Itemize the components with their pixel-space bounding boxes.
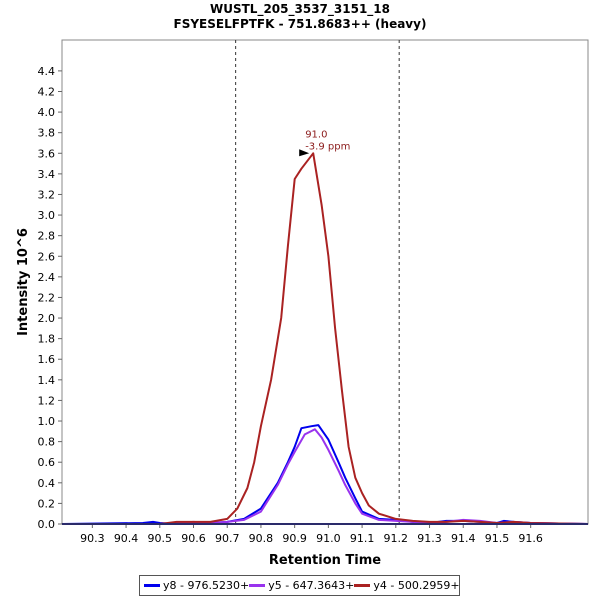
y-tick-label: 2.0	[38, 312, 56, 325]
peak-annotation: -3.9 ppm	[305, 141, 350, 152]
peak-marker	[299, 149, 310, 157]
series-line	[62, 152, 589, 525]
x-tick-label: 91.5	[485, 532, 510, 545]
x-tick-label: 91.0	[316, 532, 341, 545]
legend-swatch	[354, 584, 371, 587]
legend-label: y4 - 500.2959+	[373, 579, 460, 592]
x-tick-label: 90.3	[80, 532, 105, 545]
y-tick-label: 1.0	[38, 415, 56, 428]
y-tick-label: 0.6	[38, 456, 56, 469]
plot-frame	[61, 39, 589, 525]
y-tick-label: 1.2	[38, 394, 56, 407]
legend-item: y5 - 647.3643+	[249, 579, 354, 592]
x-tick-label: 91.1	[350, 532, 375, 545]
chart-legend: y8 - 976.5230+ y5 - 647.3643+ y4 - 500.295…	[139, 575, 460, 596]
series-line	[61, 424, 589, 525]
legend-label: y8 - 976.5230+	[163, 579, 250, 592]
x-axis-label: Retention Time	[269, 553, 381, 568]
y-tick-label: 0.2	[38, 497, 56, 510]
series-line	[62, 428, 589, 525]
chart-title: WUSTL_205_3537_3151_18	[210, 2, 390, 16]
y-tick-label: 0.8	[38, 436, 56, 449]
x-tick-label: 90.4	[114, 532, 139, 545]
peak-annotation: 91.0	[305, 129, 327, 140]
y-tick-label: 3.4	[38, 168, 56, 181]
legend-label: y5 - 647.3643+	[268, 579, 355, 592]
x-tick-label: 90.5	[148, 532, 173, 545]
y-tick-label: 2.8	[38, 230, 56, 243]
x-tick-label: 91.4	[451, 532, 476, 545]
y-tick-label: 1.6	[38, 353, 56, 366]
x-tick-label: 90.7	[215, 532, 240, 545]
x-tick-label: 91.6	[518, 532, 543, 545]
y-tick-label: 3.0	[38, 209, 56, 222]
chart-subtitle: FSYESELFPTFK - 751.8683++ (heavy)	[173, 17, 427, 31]
y-tick-label: 1.4	[38, 374, 56, 387]
y-tick-label: 3.6	[38, 147, 56, 160]
y-tick-label: 3.8	[38, 127, 56, 140]
y-tick-label: 4.2	[38, 85, 56, 98]
y-tick-label: 0.0	[38, 518, 56, 531]
y-tick-label: 2.4	[38, 271, 56, 284]
y-tick-label: 4.4	[38, 65, 56, 78]
y-tick-label: 2.2	[38, 291, 56, 304]
legend-swatch	[249, 584, 266, 587]
y-tick-label: 0.4	[38, 477, 56, 490]
y-tick-label: 4.0	[38, 106, 56, 119]
legend-item: y4 - 500.2959+	[354, 579, 460, 592]
y-tick-label: 2.6	[38, 250, 56, 263]
legend-swatch	[144, 584, 160, 587]
x-tick-label: 90.8	[249, 532, 274, 545]
x-tick-label: 91.3	[417, 532, 442, 545]
y-tick-label: 3.2	[38, 188, 56, 201]
x-tick-label: 90.6	[181, 532, 206, 545]
x-tick-label: 91.2	[384, 532, 409, 545]
y-tick-label: 1.8	[38, 333, 56, 346]
legend-item: y8 - 976.5230+	[144, 579, 249, 592]
x-tick-label: 90.9	[282, 532, 307, 545]
y-axis-label: Intensity 10^6	[16, 228, 31, 336]
